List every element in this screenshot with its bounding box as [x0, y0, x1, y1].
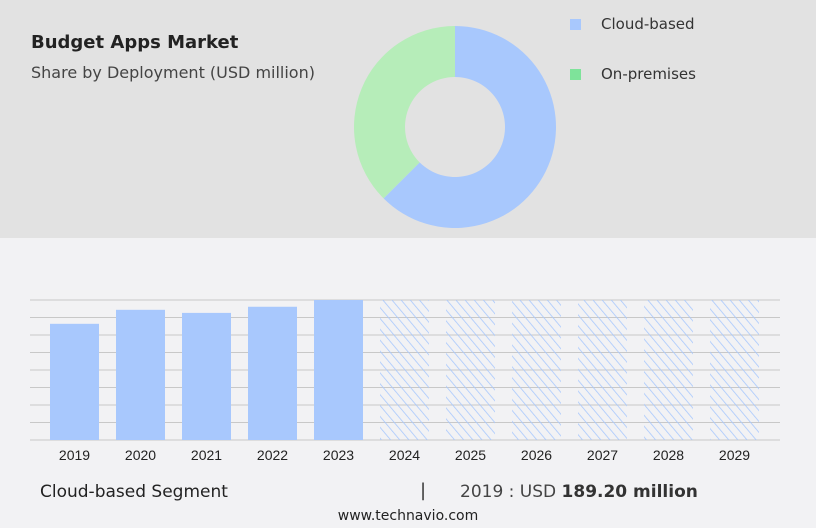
- x-tick-label: 2020: [125, 447, 156, 463]
- legend-item-onprem: On-premises: [570, 65, 696, 83]
- bar-2026: [512, 300, 561, 440]
- legend-label: On-premises: [601, 65, 696, 83]
- separator: |: [420, 480, 427, 501]
- bar-2025: [446, 300, 495, 440]
- x-tick-label: 2019: [59, 447, 90, 463]
- segment-value: 2019 : USD 189.20 million: [460, 482, 698, 502]
- segment-label: Cloud-based Segment: [40, 482, 228, 502]
- source-link[interactable]: www.technavio.com: [337, 508, 479, 524]
- chart-subtitle: Share by Deployment (USD million): [31, 63, 315, 82]
- x-tick-label: 2029: [719, 447, 750, 463]
- donut-chart: [353, 26, 556, 228]
- x-tick-label: 2023: [323, 447, 354, 463]
- x-tick-label: 2021: [191, 447, 222, 463]
- bar-2023: [314, 300, 363, 440]
- bar-2021: [182, 312, 231, 440]
- bar-2019: [50, 323, 99, 440]
- x-tick-label: 2025: [455, 447, 486, 463]
- legend-item-cloud: Cloud-based: [570, 15, 695, 33]
- chart-title: Budget Apps Market: [31, 32, 239, 53]
- bar-2028: [644, 300, 693, 440]
- x-tick-label: 2026: [521, 447, 552, 463]
- donut-slice-on-premises: [353, 26, 455, 199]
- legend-swatch: [570, 18, 581, 30]
- bar-2024: [380, 300, 429, 440]
- legend-label: Cloud-based: [601, 15, 695, 33]
- x-tick-label: 2028: [653, 447, 684, 463]
- value-amount: 189.20 million: [561, 482, 698, 502]
- x-tick-label: 2027: [587, 447, 618, 463]
- x-tick-label: 2024: [389, 447, 420, 463]
- bar-2027: [578, 300, 627, 440]
- bar-chart: 2019 2020 2021 2022 2023 2024 2025 2026 2027 2028…: [30, 299, 780, 463]
- x-tick-label: 2022: [257, 447, 288, 463]
- bar-2020: [116, 309, 165, 440]
- donut-slice-cloud-based: [383, 26, 556, 228]
- bar-2029: [710, 300, 759, 440]
- bar-2022: [248, 306, 297, 440]
- legend-swatch: [570, 68, 581, 80]
- year-label: 2019 : USD: [460, 482, 557, 502]
